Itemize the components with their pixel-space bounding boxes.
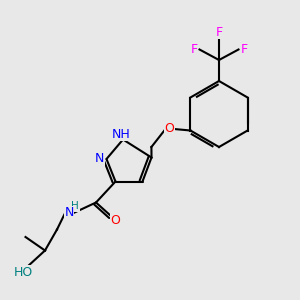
Text: O: O — [111, 214, 120, 227]
Text: O: O — [164, 122, 174, 136]
Text: F: F — [240, 43, 247, 56]
Text: N: N — [95, 152, 105, 166]
Text: F: F — [190, 43, 198, 56]
Text: H: H — [71, 201, 79, 212]
Text: N: N — [64, 206, 74, 220]
Text: HO: HO — [14, 266, 33, 279]
Text: NH: NH — [112, 128, 131, 141]
Text: F: F — [215, 26, 223, 39]
